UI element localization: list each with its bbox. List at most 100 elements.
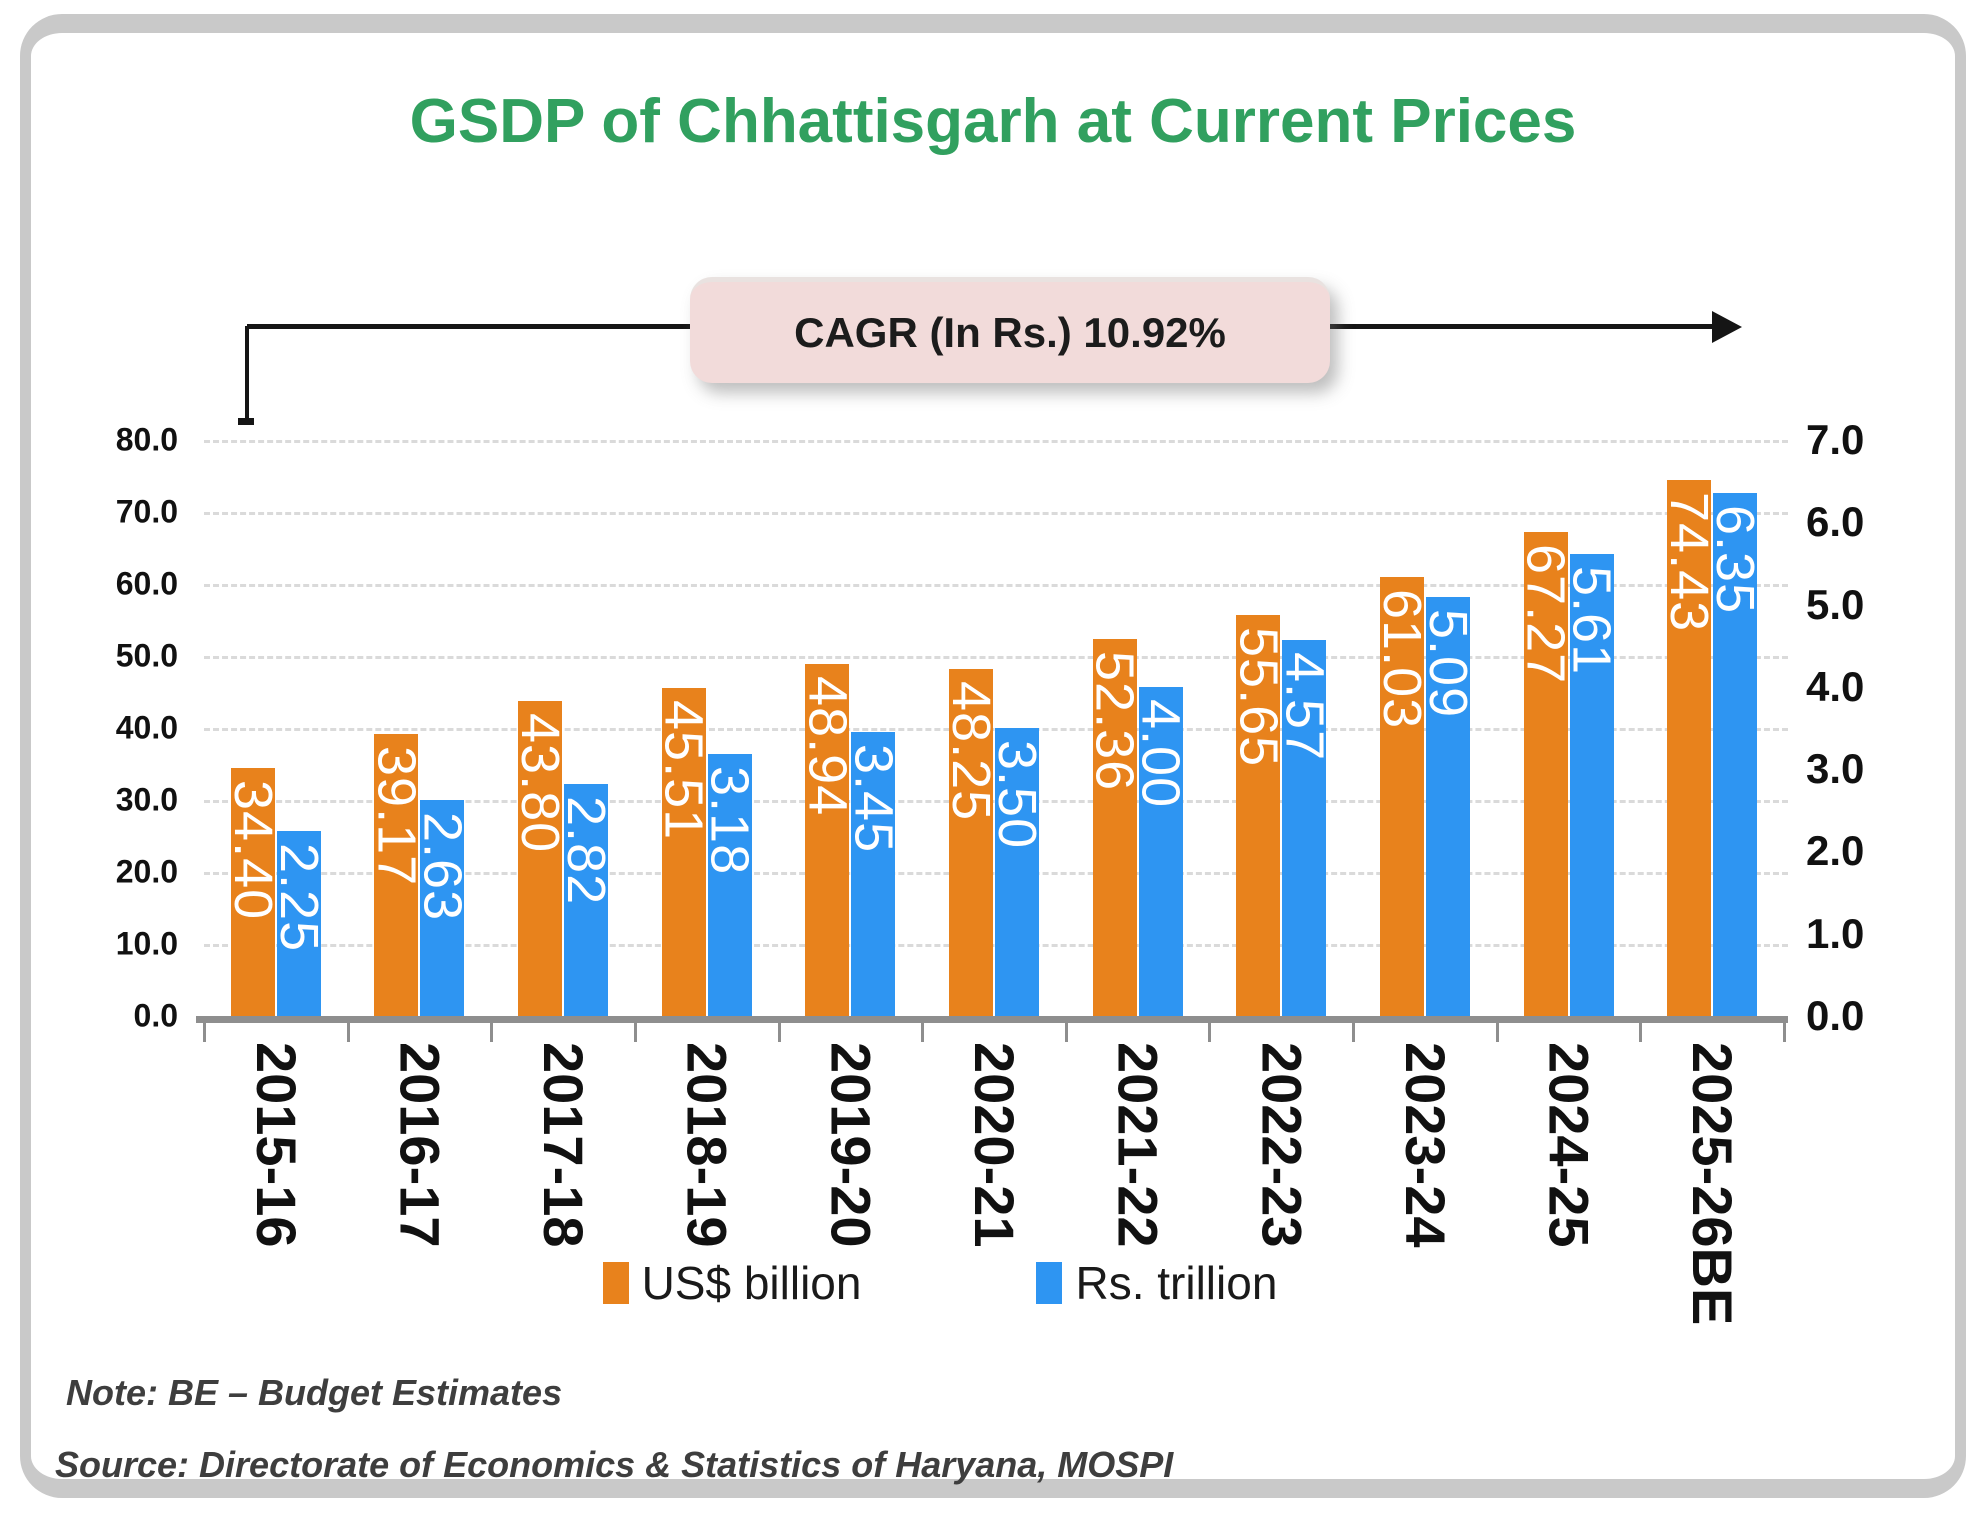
x-axis-tick xyxy=(777,1023,781,1042)
x-axis-label: 2018-19 xyxy=(675,1042,739,1248)
y-axis-right-label: 7.0 xyxy=(1806,416,1865,463)
bar-rs-trillion xyxy=(276,830,321,1016)
bar-value-label: 74.43 xyxy=(1659,492,1720,633)
bar-rs-trillion xyxy=(1713,493,1758,1016)
x-axis-tick xyxy=(1064,1023,1068,1042)
bar-value-label: 4.57 xyxy=(1274,651,1335,762)
cagr-label: CAGR (In Rs.) 10.92% xyxy=(794,308,1226,356)
y-axis-left-label: 30.0 xyxy=(115,781,178,818)
bar-rs-trillion xyxy=(1425,597,1470,1016)
bar-value-label: 48.25 xyxy=(941,680,1001,821)
chart-card-border xyxy=(20,14,1966,1498)
bar-value-label: 3.18 xyxy=(699,766,760,876)
gridline xyxy=(204,584,1788,587)
y-axis-left-label: 60.0 xyxy=(115,565,178,602)
y-axis-right-label: 4.0 xyxy=(1806,662,1865,710)
x-axis-label: 2025-26BE xyxy=(1681,1042,1745,1326)
bar-value-label: 2.25 xyxy=(268,842,329,952)
bar-value-label: 5.61 xyxy=(1561,566,1622,676)
bar-value-label: 61.03 xyxy=(1371,588,1432,729)
y-axis-left-label: 0.0 xyxy=(133,997,178,1034)
x-axis-label: 2015-16 xyxy=(244,1042,308,1248)
x-axis-label: 2017-18 xyxy=(532,1042,596,1248)
bar-us-billion xyxy=(1667,480,1712,1016)
bar-us-billion xyxy=(374,733,419,1016)
x-axis-label: 2016-17 xyxy=(388,1042,452,1248)
x-axis-label: 2024-25 xyxy=(1537,1042,1601,1248)
bar-us-billion xyxy=(230,768,275,1016)
y-axis-right-label: 3.0 xyxy=(1806,745,1865,793)
x-axis-tick xyxy=(203,1023,206,1042)
legend: US$ billion Rs. trillion xyxy=(0,1256,1880,1310)
y-axis-left-label: 50.0 xyxy=(115,637,178,674)
legend-swatch-blue xyxy=(1036,1262,1063,1304)
y-axis-left-label: 20.0 xyxy=(115,853,178,890)
y-axis-left-label: 40.0 xyxy=(115,709,178,746)
x-axis-tick xyxy=(490,1023,494,1042)
x-axis-line xyxy=(196,1016,1788,1023)
note-text: Note: BE – Budget Estimates xyxy=(66,1372,563,1413)
x-axis-label: 2022-23 xyxy=(1250,1042,1314,1248)
bar-us-billion xyxy=(661,688,706,1016)
y-axis-right-label: 0.0 xyxy=(1806,992,1865,1039)
bar-rs-trillion xyxy=(1282,639,1327,1016)
gridline xyxy=(204,656,1788,659)
bar-us-billion xyxy=(949,668,993,1016)
bar-us-billion xyxy=(518,700,563,1016)
x-axis-tick xyxy=(1495,1023,1499,1042)
cagr-callout: CAGR (In Rs.) 10.92% xyxy=(690,277,1330,383)
x-axis-tick xyxy=(1352,1023,1356,1042)
bar-rs-trillion xyxy=(420,799,465,1016)
legend-label: US$ billion xyxy=(641,1257,862,1309)
x-axis-label: 2023-24 xyxy=(1393,1042,1457,1248)
bar-value-label: 3.50 xyxy=(987,740,1047,850)
cagr-arrow-foot xyxy=(238,418,254,425)
bar-value-label: 2.82 xyxy=(556,795,617,906)
cagr-arrow-elbow xyxy=(245,326,249,420)
x-axis-tick xyxy=(921,1023,925,1042)
gridline xyxy=(204,440,1788,443)
y-axis-right-label: 5.0 xyxy=(1806,580,1865,628)
bar-value-label: 67.27 xyxy=(1515,543,1576,684)
x-axis-tick xyxy=(1783,1023,1786,1042)
bar-value-label: 4.00 xyxy=(1130,698,1191,808)
y-axis-right-label: 2.0 xyxy=(1806,827,1865,875)
x-axis-tick xyxy=(633,1023,637,1042)
y-axis-left-label: 10.0 xyxy=(115,925,178,962)
bar-rs-trillion xyxy=(564,783,609,1016)
bar-value-label: 45.51 xyxy=(653,700,714,841)
x-axis-tick xyxy=(1639,1023,1643,1042)
bar-value-label: 2.63 xyxy=(412,811,473,921)
bar-us-billion xyxy=(1236,615,1281,1016)
bar-value-label: 39.17 xyxy=(366,745,427,887)
x-axis-tick xyxy=(346,1023,350,1042)
bar-us-billion xyxy=(1523,531,1568,1016)
x-axis-tick xyxy=(1208,1023,1212,1042)
bar-us-billion xyxy=(805,663,850,1016)
legend-item-rs-trillion: Rs. trillion xyxy=(1036,1256,1277,1310)
bar-value-label: 6.35 xyxy=(1705,505,1766,615)
bar-rs-trillion xyxy=(995,728,1039,1016)
bar-value-label: 52.36 xyxy=(1084,651,1145,792)
gridline xyxy=(204,512,1788,515)
legend-label: Rs. trillion xyxy=(1075,1257,1278,1309)
y-axis-left-label: 80.0 xyxy=(115,421,178,458)
bar-rs-trillion xyxy=(1569,554,1614,1016)
bar-value-label: 3.45 xyxy=(843,744,904,854)
legend-item-us-billion: US$ billion xyxy=(602,1256,862,1310)
bar-us-billion xyxy=(1379,576,1424,1016)
source-text: Source: Directorate of Economics & Stati… xyxy=(55,1444,1174,1485)
chart-title: GSDP of Chhattisgarh at Current Prices xyxy=(409,87,1577,156)
bar-value-label: 34.40 xyxy=(222,780,283,921)
bar-rs-trillion xyxy=(707,754,752,1016)
bar-value-label: 48.94 xyxy=(797,675,858,816)
bar-value-label: 43.80 xyxy=(510,712,571,853)
bar-rs-trillion xyxy=(1138,686,1183,1016)
bar-value-label: 55.65 xyxy=(1228,627,1289,768)
y-axis-left-label: 70.0 xyxy=(115,493,178,530)
bar-us-billion xyxy=(1092,639,1137,1016)
y-axis-right-label: 1.0 xyxy=(1806,909,1865,957)
legend-swatch-orange xyxy=(602,1262,629,1304)
y-axis-right-label: 6.0 xyxy=(1806,498,1865,546)
